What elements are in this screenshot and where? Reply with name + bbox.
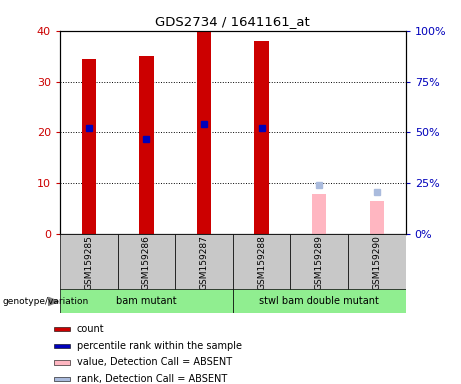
Title: GDS2734 / 1641161_at: GDS2734 / 1641161_at [155, 15, 310, 28]
Text: GSM159290: GSM159290 [372, 235, 381, 290]
Bar [60, 234, 118, 290]
Bar [370, 201, 384, 234]
Text: count: count [77, 324, 104, 334]
Text: value, Detection Call = ABSENT: value, Detection Call = ABSENT [77, 358, 231, 367]
Text: GSM159287: GSM159287 [200, 235, 208, 290]
Bar [233, 234, 290, 290]
Text: GSM159285: GSM159285 [84, 235, 93, 290]
Bar [197, 31, 211, 234]
Bar [233, 289, 406, 313]
Text: genotype/variation: genotype/variation [2, 297, 89, 306]
Bar [54, 361, 71, 364]
Text: rank, Detection Call = ABSENT: rank, Detection Call = ABSENT [77, 374, 227, 384]
Text: GSM159288: GSM159288 [257, 235, 266, 290]
Text: GSM159289: GSM159289 [315, 235, 324, 290]
Polygon shape [48, 297, 59, 306]
Bar [54, 377, 71, 381]
Bar [175, 234, 233, 290]
Bar [118, 234, 175, 290]
Text: stwl bam double mutant: stwl bam double mutant [259, 296, 379, 306]
Bar [348, 234, 406, 290]
Text: GSM159286: GSM159286 [142, 235, 151, 290]
Bar [254, 41, 269, 234]
Text: bam mutant: bam mutant [116, 296, 177, 306]
Bar [312, 194, 326, 234]
Bar [290, 234, 348, 290]
Bar [54, 327, 71, 331]
Bar [139, 56, 154, 234]
Bar [82, 59, 96, 234]
Bar [54, 344, 71, 348]
Text: percentile rank within the sample: percentile rank within the sample [77, 341, 242, 351]
Bar [60, 289, 233, 313]
